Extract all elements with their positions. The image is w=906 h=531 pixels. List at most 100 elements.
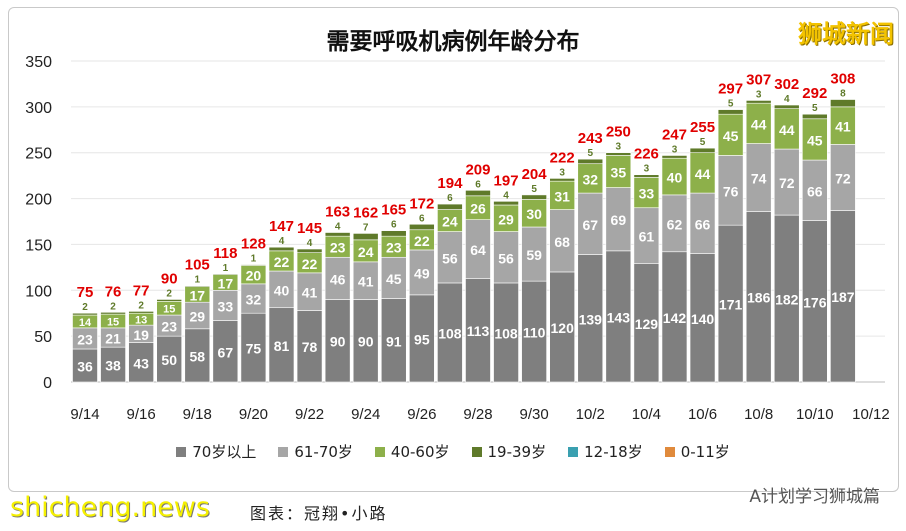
data-label: 74 [751,170,767,186]
data-label: 3 [672,144,678,155]
data-label: 15 [107,317,119,329]
data-label: 3 [616,142,622,153]
data-label: 110 [523,325,546,341]
legend-swatch [176,446,187,457]
bar-segment [212,289,239,321]
data-label: 129 [635,316,659,332]
data-label: 81 [274,338,290,354]
data-label: 6 [391,220,397,231]
bar-segment [717,155,744,226]
bar-segment [802,118,828,161]
bar-segment [521,280,547,383]
bar-segment [380,230,407,237]
data-label: 31 [554,188,570,204]
bar-segment [633,207,660,264]
data-label: 35 [611,165,627,181]
data-label: 90 [358,334,374,350]
bar-segment [380,256,407,299]
data-label: 75 [246,341,262,357]
data-label: 2 [166,288,172,299]
total-label: 162 [353,204,378,221]
x-tick-label: 9/30 [520,406,549,423]
data-label: 29 [189,309,205,325]
data-label: 26 [470,201,486,217]
total-label: 226 [634,146,659,163]
total-label: 147 [269,218,294,235]
bar-segment [72,312,98,316]
bar-segment [577,254,604,383]
legend-label: 61-70岁 [294,443,353,461]
data-label: 36 [77,358,93,374]
data-label: 1 [251,254,257,265]
data-label: 66 [807,183,823,199]
y-tick-label: 100 [25,283,52,300]
bar-segment [324,299,351,383]
data-label: 2 [82,302,88,313]
legend-item: 12-18岁 [568,441,643,462]
legend-item: 61-70岁 [278,441,353,462]
bar-segment [268,270,295,309]
data-label: 140 [691,311,715,327]
bar-segment [689,147,716,154]
bar-segment [773,104,800,109]
data-label: 22 [302,256,318,272]
legend-item: 70岁以上 [176,441,256,462]
legend-swatch [568,446,579,457]
data-label: 49 [414,265,430,281]
total-label: 302 [774,76,799,93]
bar-segment [549,178,575,182]
data-label: 72 [835,170,851,186]
bar-segment [549,271,575,383]
total-label: 128 [241,236,266,253]
data-label: 91 [386,333,402,349]
data-label: 40 [274,282,290,298]
legend-label: 19-39岁 [487,443,547,461]
y-tick-label: 300 [25,100,52,117]
data-label: 5 [587,148,593,159]
bar-segment [717,109,744,115]
data-label: 68 [554,234,570,250]
x-tick-label: 10/2 [576,406,605,423]
legend-item: 0-11岁 [664,441,730,462]
data-label: 6 [419,213,425,224]
bar-segment [493,282,519,383]
y-tick-label: 0 [43,375,52,392]
bar-segment [605,250,632,383]
bar-segment [493,201,519,206]
data-label: 69 [611,212,627,228]
x-tick-label: 9/22 [295,406,324,423]
total-label: 118 [213,245,237,262]
x-tick-label: 9/16 [127,406,156,423]
bar-segment [549,180,575,210]
data-label: 43 [133,355,149,371]
data-label: 22 [414,233,430,249]
x-tick-label: 10/8 [744,406,773,423]
data-label: 41 [835,119,851,135]
x-tick-label: 9/14 [70,406,99,423]
data-label: 14 [79,317,92,329]
legend: 70岁以上 61-70岁 40-60岁 19-39岁 12-18岁 0-11岁 [0,441,906,462]
bar-segment [409,294,435,383]
data-label: 108 [438,325,462,341]
data-label: 30 [526,206,542,222]
legend-swatch [664,446,675,457]
data-label: 6 [475,179,481,190]
data-label: 24 [442,214,458,230]
x-tick-label: 10/12 [852,406,890,423]
data-label: 67 [218,344,234,360]
total-label: 292 [802,85,827,102]
data-label: 113 [467,323,490,339]
data-label: 46 [330,271,346,287]
bar-segment [268,246,295,252]
bar-segment [717,113,744,156]
bar-segment [296,272,323,311]
data-label: 2 [138,300,144,311]
bar-segment [802,113,828,120]
data-label: 139 [579,311,603,327]
data-label: 56 [498,250,514,266]
data-label: 6 [447,193,453,204]
total-label: 197 [494,172,519,189]
bar-segment [296,248,323,253]
data-label: 17 [189,287,205,303]
